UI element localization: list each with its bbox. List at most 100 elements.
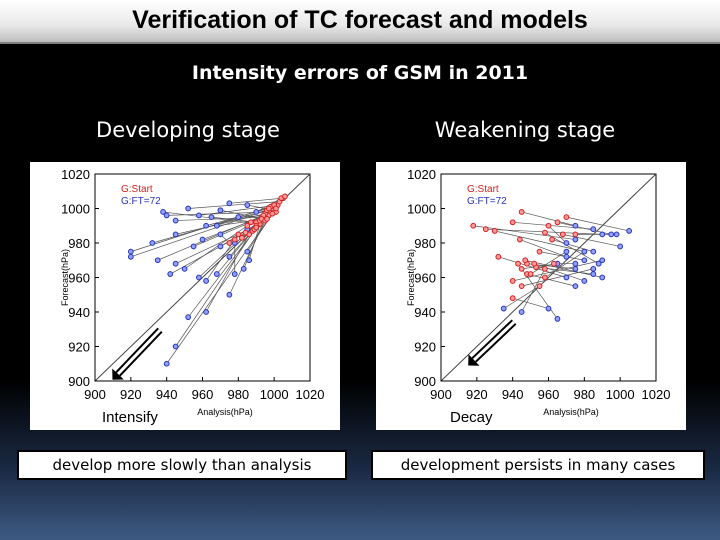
start-point (509, 219, 516, 226)
start-point (273, 205, 279, 212)
forecast-point (127, 248, 134, 255)
forecast-point (163, 360, 170, 367)
page-title: Verification of TC forecast and models (132, 6, 588, 34)
x-tick-label: 920 (120, 387, 142, 402)
y-tick-label: 900 (414, 374, 436, 389)
forecast-point (235, 214, 242, 221)
y-tick-label: 940 (414, 305, 436, 320)
arrow-shaft-inner (472, 320, 516, 362)
start-point (231, 236, 238, 243)
developing-chart: 900 920 940 960 980 1000 1020 900 920 940 960 980 10… (60, 167, 325, 426)
forecast-point (154, 257, 161, 264)
start-point (522, 257, 529, 264)
start-point (550, 260, 557, 267)
weakening-caption: development persists in many cases (371, 450, 705, 480)
y-tick-label: 980 (68, 236, 90, 251)
weakening-chart: 900 920 940 960 980 1000 1020 900 920 940 960 980 10… (406, 167, 671, 426)
y-tick-label: 1020 (61, 167, 90, 182)
y-tick-label: 900 (68, 374, 90, 389)
start-point (247, 219, 254, 226)
x-axis-label: Analysis(hPa) (543, 407, 599, 417)
forecast-point (244, 248, 251, 255)
y-tick-label: 920 (414, 340, 436, 355)
pair-line (548, 225, 567, 244)
forecast-point (581, 257, 588, 264)
forecast-point (608, 231, 615, 238)
legend-forecast: G:FT=72 (467, 196, 507, 207)
forecast-point (572, 265, 579, 272)
forecast-point (572, 222, 579, 229)
forecast-point (554, 316, 561, 322)
start-point (518, 209, 525, 215)
pair-line (494, 230, 585, 252)
developing-stage-label: Developing stage (96, 118, 280, 142)
pair-line (175, 227, 257, 347)
forecast-point (160, 209, 166, 215)
developing-chart-panel: 900 920 940 960 980 1000 1020 900 920 940 960 980 10… (30, 162, 340, 430)
arrow-head-icon (112, 368, 124, 380)
pair-line (512, 297, 549, 309)
start-point (536, 248, 543, 255)
forecast-point (617, 243, 624, 250)
forecast-point (190, 243, 197, 250)
weakening-stage-label: Weakening stage (434, 118, 616, 142)
decay-label: Decay (450, 409, 493, 426)
pair-line (521, 268, 594, 287)
forecast-point (590, 226, 597, 233)
x-axis-label: Analysis(hPa) (197, 407, 253, 417)
x-tick-label: 920 (466, 387, 488, 402)
pair-line (562, 234, 621, 247)
x-tick-label: 940 (156, 387, 178, 402)
forecast-point (581, 278, 588, 284)
forecast-point (563, 274, 570, 281)
start-point (282, 193, 288, 200)
forecast-point (163, 212, 170, 219)
forecast-point (518, 309, 525, 315)
forecast-point (599, 257, 606, 264)
x-tick-label: 1020 (642, 387, 671, 402)
forecast-point (244, 202, 251, 208)
start-point (527, 271, 534, 277)
start-point (518, 283, 525, 290)
y-tick-label: 1000 (61, 202, 90, 217)
start-point (516, 236, 523, 243)
start-point (253, 224, 260, 231)
y-tick-label: 960 (414, 271, 436, 286)
forecast-point (217, 231, 224, 238)
x-tick-label: 900 (430, 387, 452, 402)
forecast-point (613, 231, 620, 238)
pair-line (521, 211, 576, 227)
forecast-point (203, 309, 209, 315)
forecast-point (599, 231, 606, 238)
forecast-point (172, 217, 179, 224)
x-tick-label: 960 (538, 387, 560, 402)
start-point (269, 210, 276, 217)
x-tick-label: 1020 (296, 387, 325, 402)
start-point (264, 215, 270, 222)
arrow-head-icon (468, 354, 480, 366)
start-point (542, 229, 548, 236)
start-point (563, 214, 570, 221)
pair-line (473, 225, 576, 240)
x-tick-label: 980 (573, 387, 595, 402)
forecast-point (199, 236, 206, 243)
title-bar: Verification of TC forecast and models (0, 0, 720, 44)
start-point (235, 231, 242, 238)
legend-start: G:Start (467, 184, 499, 195)
y-tick-label: 920 (68, 340, 90, 355)
pair-line (229, 220, 266, 295)
pair-line (566, 216, 630, 232)
start-point (572, 231, 579, 238)
pair-line (544, 251, 585, 278)
forecast-point (196, 274, 202, 281)
start-point (509, 278, 516, 284)
x-tick-label: 900 (84, 387, 106, 402)
pair-line (175, 213, 266, 235)
x-tick-label: 980 (227, 387, 249, 402)
pair-line (503, 285, 540, 309)
start-point (542, 274, 548, 281)
y-tick-label: 1000 (407, 202, 436, 217)
forecast-point (185, 205, 192, 212)
pair-line (539, 251, 585, 261)
start-point (542, 265, 548, 272)
